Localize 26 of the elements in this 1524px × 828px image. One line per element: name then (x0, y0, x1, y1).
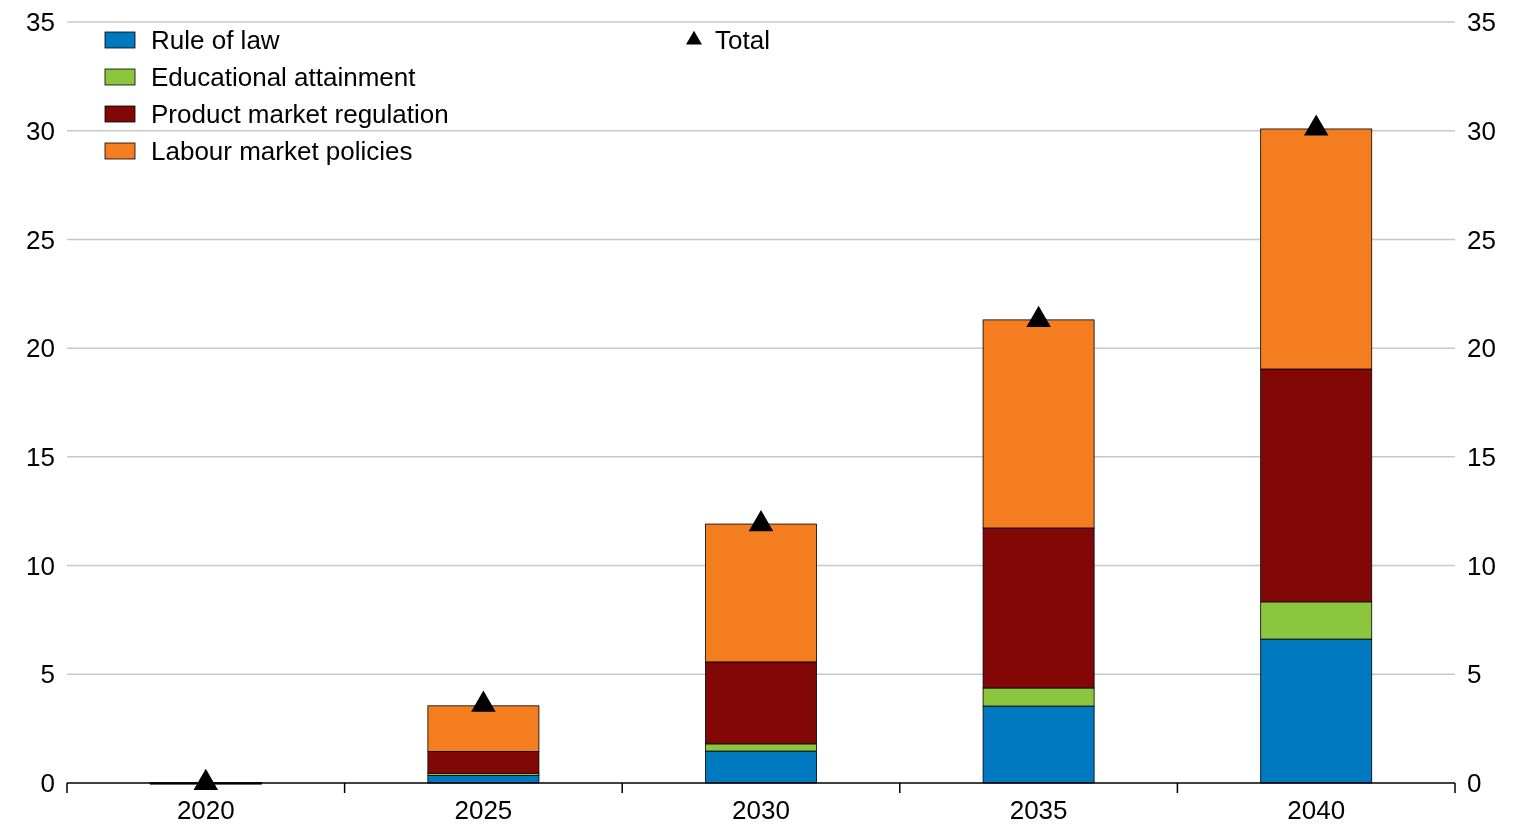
legend-label: Rule of law (151, 25, 280, 56)
y2-tick-label: 35 (1467, 7, 1496, 38)
y2-tick-label: 20 (1467, 333, 1496, 364)
y-tick-label: 30 (26, 115, 55, 146)
x-tick-label: 2025 (454, 795, 513, 825)
y2-tick-label: 15 (1467, 441, 1496, 472)
y-tick-label: 5 (40, 659, 55, 690)
y2-tick-label: 30 (1467, 115, 1496, 146)
y2-tick-label: 10 (1467, 550, 1496, 581)
legend-label: Educational attainment (151, 62, 417, 93)
y2-tick-label: 5 (1467, 659, 1482, 690)
y-tick-label: 0 (40, 768, 55, 799)
y2-tick-label: 25 (1467, 224, 1496, 255)
y-tick-label: 35 (26, 7, 55, 38)
x-tick-label: 2040 (1287, 795, 1346, 825)
legend-label: Product market regulation (151, 99, 449, 130)
y-tick-label: 20 (26, 333, 55, 364)
x-tick-label: 2030 (732, 795, 790, 825)
legend-label: Total (715, 25, 770, 56)
legend-label: Labour market policies (151, 136, 413, 167)
y-tick-label: 25 (26, 224, 55, 255)
y-tick-label: 15 (26, 441, 55, 472)
x-tick-label: 2035 (1009, 795, 1068, 825)
y-tick-label: 10 (26, 550, 55, 581)
y2-tick-label: 0 (1467, 768, 1482, 799)
x-tick-label: 2020 (176, 795, 235, 825)
